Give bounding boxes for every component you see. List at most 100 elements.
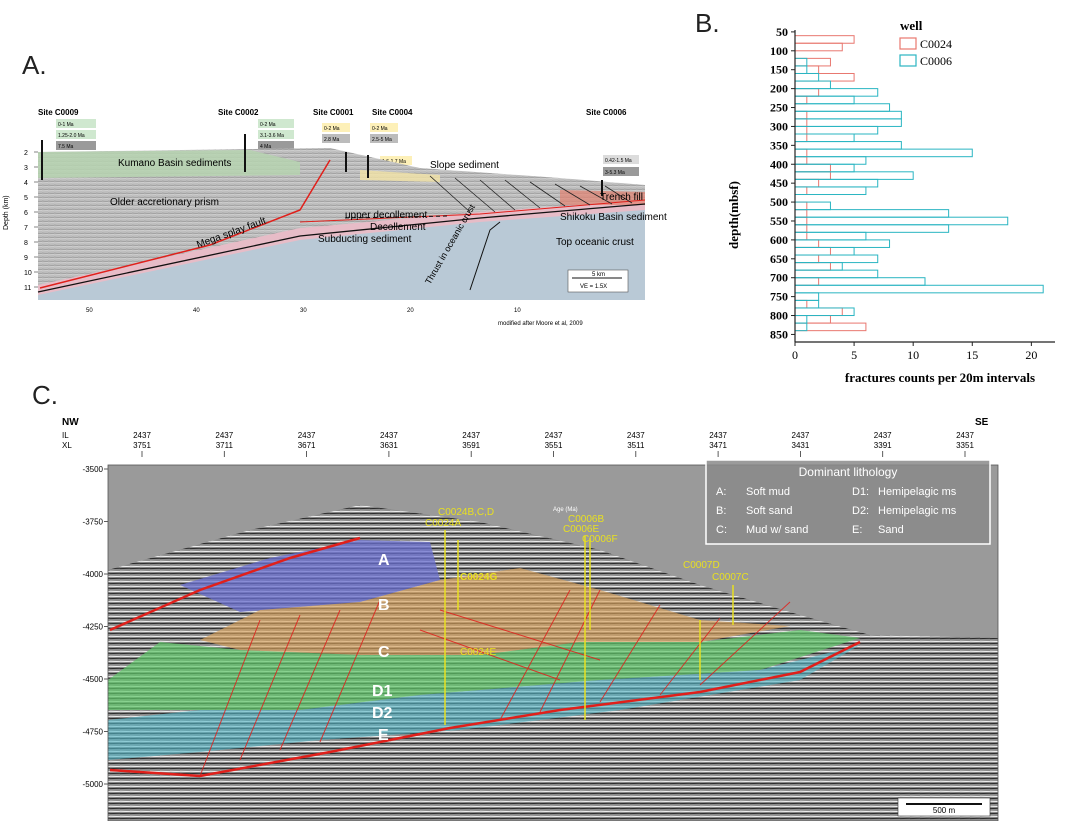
bar-c0024 <box>794 209 808 218</box>
well-label: C0007C <box>712 572 749 583</box>
y-tick-label: 700 <box>770 271 788 285</box>
x-tick-label: 10 <box>907 348 919 362</box>
legend-key: D1: <box>852 486 869 498</box>
legend-title: Dominant lithology <box>799 465 898 479</box>
fracture-chart: 5010015020025030035040045050055060065070… <box>726 18 1055 385</box>
legend-key: B: <box>716 505 726 517</box>
decollement-line <box>37 203 646 293</box>
bar-c0024 <box>794 277 820 286</box>
bar-c0024 <box>794 171 831 180</box>
bar-c0006 <box>794 163 855 173</box>
inline-tick: 2437 <box>215 431 233 440</box>
bar-c0006 <box>794 141 902 150</box>
panel-c-letter: C. <box>32 380 58 410</box>
crossline-tick: 3511 <box>627 441 645 450</box>
y-tick-label: 200 <box>770 82 788 96</box>
decollement-label: Decollement <box>370 222 426 233</box>
bar-c0006 <box>794 201 831 211</box>
x-tick-label: 5 <box>851 348 857 362</box>
inline-tick: 2437 <box>545 431 563 440</box>
y-tick-label: 50 <box>776 25 788 39</box>
age-label: 1.6-1.7 Ma <box>382 159 406 165</box>
bar-c0024 <box>794 246 831 256</box>
megasplay-fault <box>39 159 331 289</box>
decollement-fault <box>109 640 861 778</box>
bar-c0006 <box>794 171 914 180</box>
trench-label: Trench fill <box>600 192 643 203</box>
bar-c0024 <box>794 239 820 248</box>
crossline-tick: 3391 <box>874 441 892 450</box>
inline-tick: 2437 <box>792 431 810 440</box>
y-tick-label: 400 <box>770 157 788 171</box>
y-tick-label: 650 <box>770 252 788 266</box>
panel-a: A. Site C0009 Site C0002 Site C0001 Site… <box>0 0 700 370</box>
y-tick-label: 250 <box>770 101 788 115</box>
trench-fill <box>560 190 645 205</box>
depth-tick: 7 <box>24 225 28 232</box>
crossline-tick: 3751 <box>133 441 151 450</box>
thrust-in-crust <box>469 221 501 291</box>
kumano-label: Kumano Basin sediments <box>118 158 231 169</box>
unit-label: B <box>378 597 390 614</box>
bar-c0024 <box>794 262 831 271</box>
fracture-bars <box>794 35 1044 332</box>
well-label: C0006E <box>563 524 599 535</box>
bar-c0024 <box>794 322 867 332</box>
bar-c0006 <box>794 148 973 158</box>
age-label: 7.5 Ma <box>58 144 74 150</box>
bar-c0024 <box>794 125 808 135</box>
bar-c0006 <box>794 307 855 317</box>
inline-tick: 2437 <box>380 431 398 440</box>
y-tick-label: 300 <box>770 119 788 133</box>
legend-key: A: <box>716 486 726 498</box>
site-markers <box>41 134 603 196</box>
depth-tick: 8 <box>24 240 28 247</box>
bar-c0024 <box>794 156 808 165</box>
bar-c0024 <box>794 178 820 188</box>
bar-c0024 <box>794 42 843 52</box>
well-label: C0024A <box>425 518 461 529</box>
lithology-legend: Dominant lithology A: Soft mud D1: Hemip… <box>705 459 991 545</box>
bar-c0006 <box>794 209 950 218</box>
site-label: Site C0004 <box>372 108 413 117</box>
bar-c0006 <box>794 269 879 279</box>
unit-label: A <box>378 552 390 569</box>
well-label: C0024G <box>460 572 497 583</box>
scale-bar: 500 m <box>897 797 991 817</box>
distance-tick: 50 <box>86 308 93 314</box>
bar-c0006 <box>794 186 867 196</box>
depth-tick: -3750 <box>83 518 104 527</box>
x-tick-label: 15 <box>966 348 978 362</box>
legend-text: Hemipelagic ms <box>878 486 957 498</box>
shikoku-label: Shikoku Basin sediment <box>560 212 667 223</box>
legend-label: C0006 <box>920 54 952 68</box>
nw-label: NW <box>62 417 79 428</box>
depth-ticks: -3500 -3750 -4000 -4250 -4500 -4750 -5000 <box>83 465 108 789</box>
scale-box <box>567 269 629 293</box>
thrust-faults <box>429 175 633 213</box>
bar-c0024 <box>794 186 808 196</box>
slope-label: Slope sediment <box>430 160 499 171</box>
unit-a <box>180 540 440 612</box>
unit-label: E <box>378 727 389 744</box>
bar-c0006 <box>794 95 855 105</box>
bar-c0024 <box>794 95 808 105</box>
y-tick-label: 150 <box>770 63 788 77</box>
y-tick-label: 800 <box>770 309 788 323</box>
bar-c0006 <box>794 216 1009 226</box>
unit-d2 <box>108 645 860 760</box>
bar-c0024 <box>794 110 808 120</box>
inline-tick: 2437 <box>298 431 316 440</box>
bar-c0006 <box>794 118 902 127</box>
bar-c0024 <box>794 148 808 158</box>
seismic-section: NW SE IL XL 2437375124373711243736712437… <box>62 417 999 822</box>
bar-c0024 <box>794 163 831 173</box>
unit-d1 <box>108 630 860 710</box>
age-label: 0-2 Ma <box>260 122 276 128</box>
site-label: Site C0009 <box>38 108 79 117</box>
well-label: C0024B,C,D <box>438 507 494 518</box>
bar-c0006 <box>794 156 867 165</box>
unit-label: D1 <box>372 683 393 700</box>
depth-tick: 9 <box>24 255 28 262</box>
bar-c0024 <box>794 118 808 127</box>
